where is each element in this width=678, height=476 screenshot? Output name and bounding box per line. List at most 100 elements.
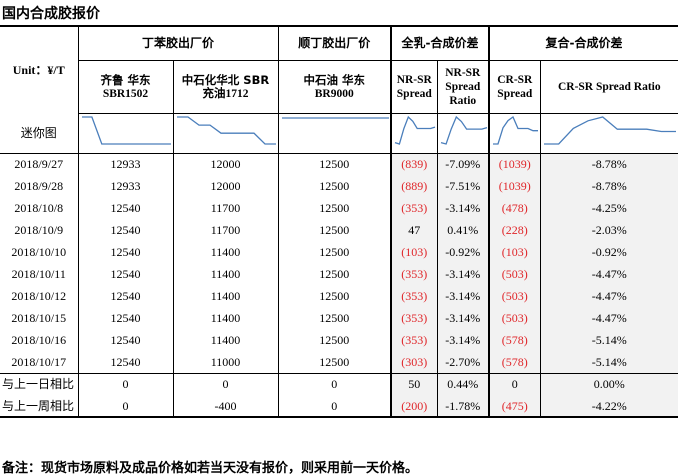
nr-sr-ratio: -1.78% [436, 395, 490, 418]
nr-sr-ratio: -3.14% [436, 263, 490, 285]
sbr1712-price: 11700 [172, 197, 279, 219]
nr-sr-spread: (353) [390, 285, 438, 307]
cr-sr-spread: (478) [488, 197, 541, 219]
nr-sr-spread: (353) [390, 197, 438, 219]
br9000-price: 12500 [277, 197, 392, 219]
nr-sr-ratio: -3.14% [436, 307, 490, 329]
sparkline [440, 115, 487, 145]
cr-sr-spread: (503) [488, 263, 541, 285]
cr-sr-ratio: -8.78% [539, 153, 678, 175]
unit-label: Unit：¥/T [0, 25, 78, 113]
sbr1502-price: 12540 [77, 351, 173, 373]
sbr1502-price: 12540 [77, 219, 173, 241]
sparkline [493, 116, 539, 145]
table-row: 2018/10/16 12540 11400 12500 (353) -3.14% (578… [0, 329, 678, 351]
sparkline-series [440, 115, 487, 145]
cr-sr-spread: (503) [488, 307, 541, 329]
change-row: 与上一日相比 0 0 0 50 0.44% 0 0.00% [0, 372, 678, 395]
column-header: 齐鲁 华东 SBR1502 [77, 59, 173, 114]
sbr1502-price: 12540 [77, 285, 173, 307]
rubber-price-table: Unit：¥/T 丁苯胶出厂价 顺丁胶出厂价 全乳-合成价差 复合-合成价差 齐… [0, 25, 678, 418]
table-row: 2018/10/12 12540 11400 12500 (353) -3.14% (503… [0, 285, 678, 307]
nr-sr-spread: (839) [390, 153, 438, 175]
column-header-line: CR-SR Spread Ratio [557, 80, 661, 93]
cr-sr-ratio: 0.00% [539, 372, 678, 395]
nr-sr-spread: 50 [390, 372, 438, 395]
cr-sr-ratio: -4.25% [539, 197, 678, 219]
sparkline [543, 116, 676, 145]
sbr1712-price: 11000 [172, 351, 279, 373]
br9000-price: 12500 [277, 219, 392, 241]
sparkline-series [493, 116, 539, 145]
sparkline-row-label: 迷你图 [0, 113, 78, 154]
table-row: 2018/10/15 12540 11400 12500 (353) -3.14% (503… [0, 307, 678, 329]
row-date: 2018/10/15 [11, 311, 67, 325]
sparkline-cell [277, 113, 392, 154]
sparkline-series [543, 116, 676, 145]
cr-sr-spread: (103) [488, 241, 541, 263]
row-date: 2018/10/17 [11, 354, 67, 369]
row-date: 2018/10/9 [14, 223, 64, 237]
cr-sr-spread: (578) [488, 351, 541, 373]
table-row: 2018/10/10 12540 11400 12500 (103) -0.92% (103… [0, 241, 678, 263]
sparkline [281, 117, 389, 119]
nr-sr-spread: (889) [390, 175, 438, 197]
sbr1502-price: 12540 [77, 263, 173, 285]
sparkline [176, 116, 276, 145]
sbr1502-price: 12933 [77, 175, 173, 197]
sbr1712-price: 0 [172, 372, 279, 395]
sbr1712-price: 11400 [172, 329, 279, 351]
table-row: 2018/9/28 12933 12000 12500 (889) -7.51% (1039… [0, 175, 678, 197]
group-sbr: 丁苯胶出厂价 [77, 25, 279, 60]
nr-sr-spread: (200) [390, 395, 438, 418]
sparkline-cell [539, 113, 678, 154]
table-row: 2018/9/27 12933 12000 12500 (839) -7.09% (1039… [0, 153, 678, 175]
sbr1712-price: 11400 [172, 241, 279, 263]
column-header-line: NR-SR [396, 73, 432, 86]
column-header: 中石化华北 SBR 充油1712 [172, 59, 279, 114]
cr-sr-ratio: -5.14% [539, 351, 678, 373]
row-date: 与上一周相比 [0, 395, 78, 418]
row-date: 与上一日相比 [0, 372, 78, 395]
column-header-line: Spread [445, 80, 481, 93]
row-date: 2018/10/8 [14, 201, 64, 215]
column-header-line: CR-SR [497, 73, 533, 86]
sparkline-series [81, 116, 171, 145]
br9000-price: 12500 [277, 285, 392, 307]
row-date: 2018/9/28 [14, 179, 64, 193]
cr-sr-spread: (1039) [488, 175, 541, 197]
row-date: 2018/10/12 [11, 289, 67, 303]
cr-sr-ratio: -2.03% [539, 219, 678, 241]
column-header: NR-SR Spread Ratio [436, 59, 490, 114]
cr-sr-ratio: -8.78% [539, 175, 678, 197]
column-header-line: 齐鲁 华东 [100, 72, 151, 87]
table-row: 2018/10/17 12540 11000 12500 (303) -2.70% (578… [0, 351, 678, 373]
column-header-line: Spread [497, 87, 533, 100]
nr-sr-ratio: 0.41% [436, 219, 490, 241]
table-row: 2018/10/9 12540 11700 12500 47 0.41% (228) -2.0… [0, 219, 678, 241]
sparkline-cell [488, 113, 541, 154]
nr-sr-ratio: -0.92% [436, 241, 490, 263]
sparkline-series [394, 115, 436, 145]
sbr1502-price: 12540 [77, 307, 173, 329]
sbr1712-price: 12000 [172, 175, 279, 197]
column-header: CR-SR Spread Ratio [539, 59, 678, 114]
br9000-price: 12500 [277, 307, 392, 329]
br9000-price: 12500 [277, 153, 392, 175]
sparkline-cell [77, 113, 173, 154]
sbr1502-price: 0 [77, 395, 173, 418]
br9000-price: 0 [277, 395, 392, 418]
sbr1502-price: 12933 [77, 153, 173, 175]
br9000-price: 12500 [277, 351, 392, 373]
row-date: 2018/10/16 [11, 333, 67, 347]
cr-sr-ratio: -4.47% [539, 263, 678, 285]
sparkline-cell [436, 113, 490, 154]
table-row: 2018/10/11 12540 11400 12500 (353) -3.14% (503… [0, 263, 678, 285]
sparkline-series [176, 116, 276, 145]
sbr1712-price: 11400 [172, 263, 279, 285]
column-header: NR-SR Spread [390, 59, 438, 114]
cr-sr-ratio: -5.14% [539, 329, 678, 351]
page-title: 国内合成胶报价 [2, 6, 100, 22]
nr-sr-spread: (103) [390, 241, 438, 263]
column-header-line: 充油1712 [202, 87, 249, 100]
